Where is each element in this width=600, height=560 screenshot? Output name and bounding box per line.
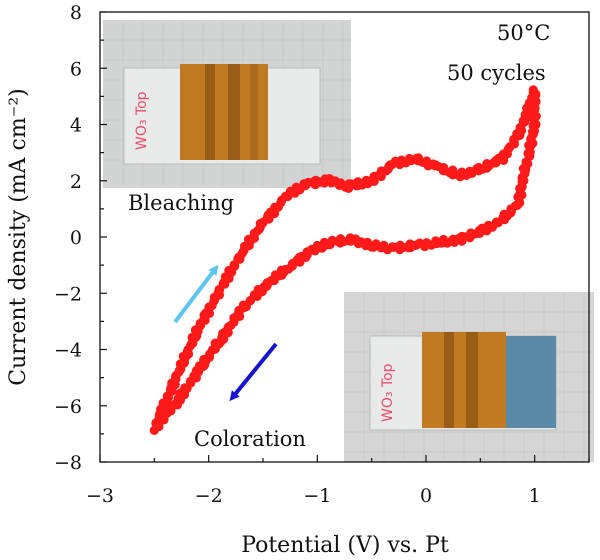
y-tick-label-8: 8 (70, 2, 82, 24)
bleaching-label: Bleaching (128, 191, 234, 215)
coloration-label: Coloration (194, 427, 306, 451)
y-tick-label-3: −2 (54, 283, 82, 305)
x-axis-title: Potential (V) vs. Pt (241, 533, 449, 558)
inset-photo-bleaching: WO₃ Top (103, 20, 351, 188)
x-tick-label-2: −1 (303, 485, 331, 507)
inset-photo-coloration: WO₃ Top (344, 292, 594, 462)
y-tick-label-6: 4 (70, 115, 82, 137)
cycles-annotation: 50 cycles (447, 61, 546, 85)
bleaching-arrow (173, 264, 219, 324)
data-series (149, 85, 541, 435)
y-tick-label-5: 2 (70, 171, 82, 193)
x-tick-labels: −3 −2 −1 0 1 (86, 485, 541, 507)
axis-ticks (99, 11, 590, 463)
x-tick-label-0: −3 (86, 485, 114, 507)
y-tick-label-1: −6 (54, 396, 82, 418)
x-tick-label-1: −2 (195, 485, 223, 507)
y-tick-label-4: 0 (70, 227, 82, 249)
y-tick-label-2: −4 (54, 340, 82, 362)
y-tick-labels: −8 −6 −4 −2 0 2 4 6 8 (54, 2, 82, 474)
y-tick-label-7: 6 (70, 58, 82, 80)
inset-slide-label-2: WO₃ Top (380, 363, 396, 422)
x-tick-label-3: 0 (420, 485, 432, 507)
temperature-annotation: 50°C (497, 21, 550, 45)
y-axis-title: Current density (mA cm⁻²) (6, 88, 31, 385)
inset-slide-label-1: WO₃ Top (134, 91, 150, 150)
y-tick-label-0: −8 (54, 452, 82, 474)
data-point-444 (152, 420, 162, 430)
coloration-arrow (229, 342, 278, 402)
x-tick-label-4: 1 (529, 485, 541, 507)
